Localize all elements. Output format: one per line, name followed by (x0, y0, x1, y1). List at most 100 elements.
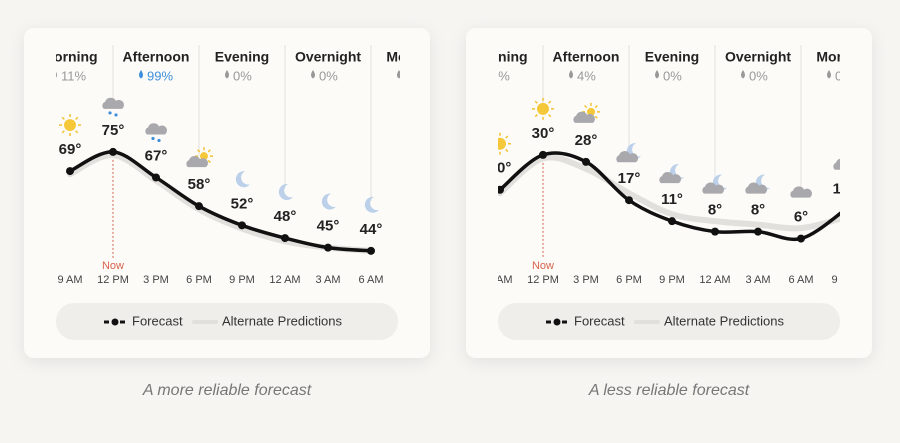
icon-ray (548, 114, 552, 118)
x-tick-label: 6 AM (358, 274, 383, 286)
x-tick-label: 3 AM (315, 274, 340, 286)
legend-box (56, 303, 398, 340)
icon-cloud (833, 158, 840, 170)
icon-ray (505, 135, 509, 139)
legend: Forecast Alternate Predictions (498, 303, 840, 340)
forecast-point (582, 157, 590, 166)
value-label: 8° (751, 202, 765, 219)
period-name: Morning (386, 49, 441, 65)
forecast-point (109, 147, 117, 156)
precip: 99% (147, 68, 173, 83)
icon-ray (594, 104, 598, 109)
icon-sun (498, 137, 506, 150)
icon-ray (61, 130, 65, 134)
forecast-point (66, 167, 74, 176)
forecast-point (797, 234, 805, 243)
period-name: Evening (215, 49, 269, 65)
x-tick-label: 6 AM (788, 274, 813, 286)
card (466, 28, 872, 358)
value-label: 69° (59, 141, 82, 158)
icon-moon (278, 183, 293, 200)
precip-drop (225, 70, 229, 79)
period-name: Afternoon (123, 49, 190, 65)
value-label: 20° (489, 160, 512, 177)
value-label: 58° (188, 176, 211, 193)
precip: 4% (491, 68, 510, 83)
legend-label: Alternate Predictions (222, 313, 342, 328)
precip-drop (827, 70, 831, 79)
icon-cloud (702, 182, 724, 194)
x-tick-label: 9 PM (229, 274, 255, 286)
value-label: 45° (317, 218, 340, 235)
icon-drop (114, 113, 118, 117)
period-name: Morning (42, 49, 97, 65)
icon-ray (61, 116, 65, 120)
icon-sun (587, 107, 595, 116)
caption: A less reliable forecast (588, 382, 750, 399)
period-name: Afternoon (553, 49, 620, 65)
icon-cloud (616, 151, 639, 163)
x-tick-label: 12 AM (269, 274, 300, 286)
icon-cloud (186, 156, 208, 168)
card (24, 28, 430, 358)
icon-ray (75, 116, 79, 120)
icon-ray (207, 159, 211, 164)
value-label: 52° (231, 195, 254, 212)
icon-moon (321, 193, 336, 210)
icon-ray (207, 149, 211, 153)
forecast-point (711, 227, 719, 236)
forecast-point (195, 202, 203, 211)
legend-swatch (553, 318, 561, 326)
value-label: 48° (274, 208, 297, 225)
forecast-point (367, 246, 375, 255)
legend-label: Forecast (574, 313, 625, 328)
x-tick-label: 6 PM (186, 274, 212, 286)
icon-moon (235, 171, 250, 188)
chart: Morning 11% Afternoon 99% Evening 0% Overnight… (42, 45, 441, 286)
forecast-point (498, 185, 504, 194)
precip: 0% (233, 68, 252, 83)
icon-ray (534, 114, 538, 118)
x-tick-label: 12 PM (527, 274, 559, 286)
icon-moon (364, 196, 379, 213)
value-label: 11° (661, 191, 683, 208)
forecast-point (668, 217, 676, 226)
forecast-point (238, 221, 246, 230)
icon-cloud (659, 171, 682, 184)
forecast-point (324, 243, 332, 252)
x-tick-label: 12 AM (699, 274, 730, 286)
icon-drop (157, 138, 161, 143)
forecast-point (539, 150, 547, 159)
x-tick-label: 9 AM (57, 274, 82, 286)
x-tick-label: 12 PM (97, 274, 129, 286)
icon-cloud (790, 186, 812, 198)
chart: Morning 4% Afternoon 4% Evening 0% Overnight 0%… (487, 45, 871, 286)
legend-label: Forecast (132, 313, 183, 328)
precip: 0% (749, 68, 768, 83)
precip: 0% (663, 68, 682, 83)
icon-cloud (102, 97, 124, 109)
icon-cloud (745, 182, 767, 194)
x-tick-label: 3 PM (143, 274, 169, 286)
forecast-point (281, 234, 289, 243)
value-label: 28° (575, 132, 598, 149)
icon-ray (197, 149, 201, 153)
now-label: Now (532, 260, 554, 272)
x-tick-label: 9 PM (659, 274, 685, 286)
icon-cloud (145, 123, 167, 135)
x-tick-label: 9 AM (487, 274, 512, 286)
precip-drop (56, 71, 57, 78)
precip: 4% (577, 68, 596, 83)
precip-drop (311, 70, 315, 79)
forecast-point (625, 196, 633, 205)
icon-ray (534, 100, 538, 104)
value-label: 44° (360, 221, 383, 238)
value-label: 30° (532, 125, 555, 142)
period-name: Overnight (725, 49, 791, 65)
value-label: 8° (708, 202, 722, 219)
icon-sun (200, 152, 208, 161)
period-name: Morning (816, 49, 871, 65)
legend-label: Alternate Predictions (664, 313, 784, 328)
icon-cloud (573, 111, 595, 123)
